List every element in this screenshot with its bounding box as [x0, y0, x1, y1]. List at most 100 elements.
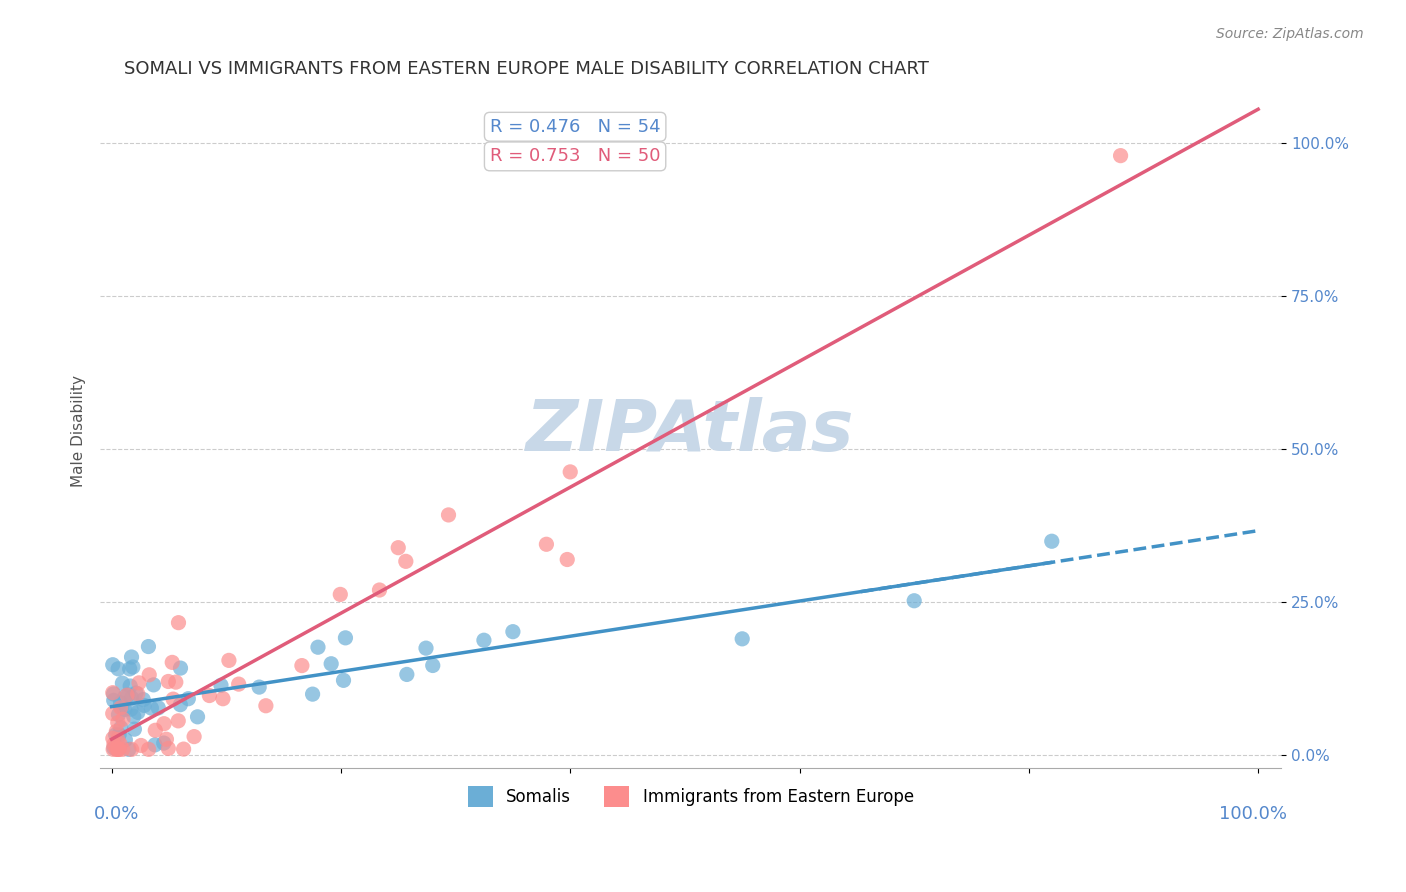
- Somalis: [118, 742, 141, 756]
- Immigrants from Eastern Europe: [1109, 148, 1132, 162]
- Somalis: [120, 690, 142, 705]
- Somalis: [101, 657, 124, 672]
- Somalis: [117, 688, 139, 702]
- Somalis: [125, 686, 148, 700]
- Immigrants from Eastern Europe: [101, 742, 124, 756]
- Somalis: [169, 661, 191, 675]
- Somalis: [120, 679, 142, 693]
- Somalis: [321, 657, 343, 671]
- Immigrants from Eastern Europe: [111, 712, 134, 726]
- Somalis: [307, 640, 329, 655]
- Somalis: [301, 687, 323, 701]
- Immigrants from Eastern Europe: [129, 739, 152, 753]
- Immigrants from Eastern Europe: [107, 715, 129, 730]
- Immigrants from Eastern Europe: [155, 732, 177, 747]
- Somalis: [108, 728, 131, 742]
- Immigrants from Eastern Europe: [560, 465, 582, 479]
- Somalis: [107, 662, 129, 676]
- Immigrants from Eastern Europe: [254, 698, 277, 713]
- Immigrants from Eastern Europe: [107, 742, 129, 756]
- Text: Source: ZipAtlas.com: Source: ZipAtlas.com: [1216, 27, 1364, 41]
- Somalis: [169, 698, 191, 712]
- Somalis: [141, 701, 163, 715]
- Immigrants from Eastern Europe: [167, 714, 190, 728]
- Immigrants from Eastern Europe: [107, 732, 129, 747]
- Immigrants from Eastern Europe: [101, 731, 124, 746]
- Immigrants from Eastern Europe: [138, 668, 160, 682]
- Somalis: [332, 673, 354, 688]
- Text: ZIPAtlas: ZIPAtlas: [526, 397, 855, 466]
- Immigrants from Eastern Europe: [165, 675, 187, 690]
- Somalis: [103, 741, 125, 756]
- Somalis: [142, 678, 165, 692]
- Immigrants from Eastern Europe: [101, 686, 124, 700]
- Immigrants from Eastern Europe: [157, 674, 180, 689]
- Immigrants from Eastern Europe: [127, 687, 149, 701]
- Somalis: [415, 641, 437, 656]
- Somalis: [111, 676, 134, 690]
- Somalis: [138, 640, 160, 654]
- Somalis: [247, 680, 270, 694]
- Somalis: [502, 624, 524, 639]
- Somalis: [114, 702, 136, 716]
- Immigrants from Eastern Europe: [110, 700, 132, 714]
- Immigrants from Eastern Europe: [110, 738, 132, 752]
- Immigrants from Eastern Europe: [143, 723, 166, 738]
- Y-axis label: Male Disability: Male Disability: [72, 375, 86, 487]
- Immigrants from Eastern Europe: [121, 742, 143, 756]
- Somalis: [395, 667, 418, 681]
- Immigrants from Eastern Europe: [108, 742, 131, 756]
- Somalis: [132, 692, 155, 706]
- Immigrants from Eastern Europe: [107, 742, 129, 756]
- Immigrants from Eastern Europe: [437, 508, 460, 522]
- Somalis: [110, 700, 132, 714]
- Somalis: [103, 693, 125, 707]
- Immigrants from Eastern Europe: [536, 537, 558, 551]
- Somalis: [107, 707, 129, 722]
- Immigrants from Eastern Europe: [128, 676, 150, 690]
- Immigrants from Eastern Europe: [395, 554, 418, 568]
- Text: 0.0%: 0.0%: [94, 805, 139, 822]
- Immigrants from Eastern Europe: [218, 653, 240, 667]
- Text: 100.0%: 100.0%: [1219, 805, 1286, 822]
- Somalis: [731, 632, 754, 646]
- Somalis: [114, 732, 136, 747]
- Immigrants from Eastern Europe: [387, 541, 409, 555]
- Somalis: [110, 721, 132, 735]
- Text: R = 0.753   N = 50: R = 0.753 N = 50: [489, 147, 661, 165]
- Immigrants from Eastern Europe: [111, 742, 134, 756]
- Legend: Somalis, Immigrants from Eastern Europe: Somalis, Immigrants from Eastern Europe: [461, 780, 921, 814]
- Somalis: [152, 736, 174, 750]
- Immigrants from Eastern Europe: [162, 692, 184, 706]
- Somalis: [122, 709, 145, 723]
- Immigrants from Eastern Europe: [157, 741, 180, 756]
- Somalis: [903, 593, 925, 607]
- Immigrants from Eastern Europe: [198, 689, 221, 703]
- Immigrants from Eastern Europe: [329, 587, 352, 601]
- Somalis: [472, 633, 495, 648]
- Immigrants from Eastern Europe: [138, 742, 160, 756]
- Immigrants from Eastern Europe: [555, 552, 578, 566]
- Somalis: [118, 662, 141, 676]
- Somalis: [120, 702, 142, 716]
- Immigrants from Eastern Europe: [105, 742, 128, 756]
- Somalis: [134, 698, 156, 713]
- Somalis: [186, 710, 208, 724]
- Somalis: [127, 706, 149, 720]
- Immigrants from Eastern Europe: [183, 730, 205, 744]
- Somalis: [104, 728, 127, 742]
- Immigrants from Eastern Europe: [160, 656, 183, 670]
- Somalis: [209, 678, 232, 692]
- Somalis: [114, 690, 136, 704]
- Somalis: [335, 631, 357, 645]
- Somalis: [422, 658, 444, 673]
- Immigrants from Eastern Europe: [167, 615, 190, 630]
- Immigrants from Eastern Europe: [228, 677, 250, 691]
- Somalis: [148, 701, 170, 715]
- Text: R = 0.476   N = 54: R = 0.476 N = 54: [489, 118, 661, 136]
- Somalis: [143, 738, 166, 752]
- Somalis: [103, 687, 125, 701]
- Immigrants from Eastern Europe: [115, 688, 138, 702]
- Immigrants from Eastern Europe: [173, 742, 195, 756]
- Somalis: [110, 696, 132, 710]
